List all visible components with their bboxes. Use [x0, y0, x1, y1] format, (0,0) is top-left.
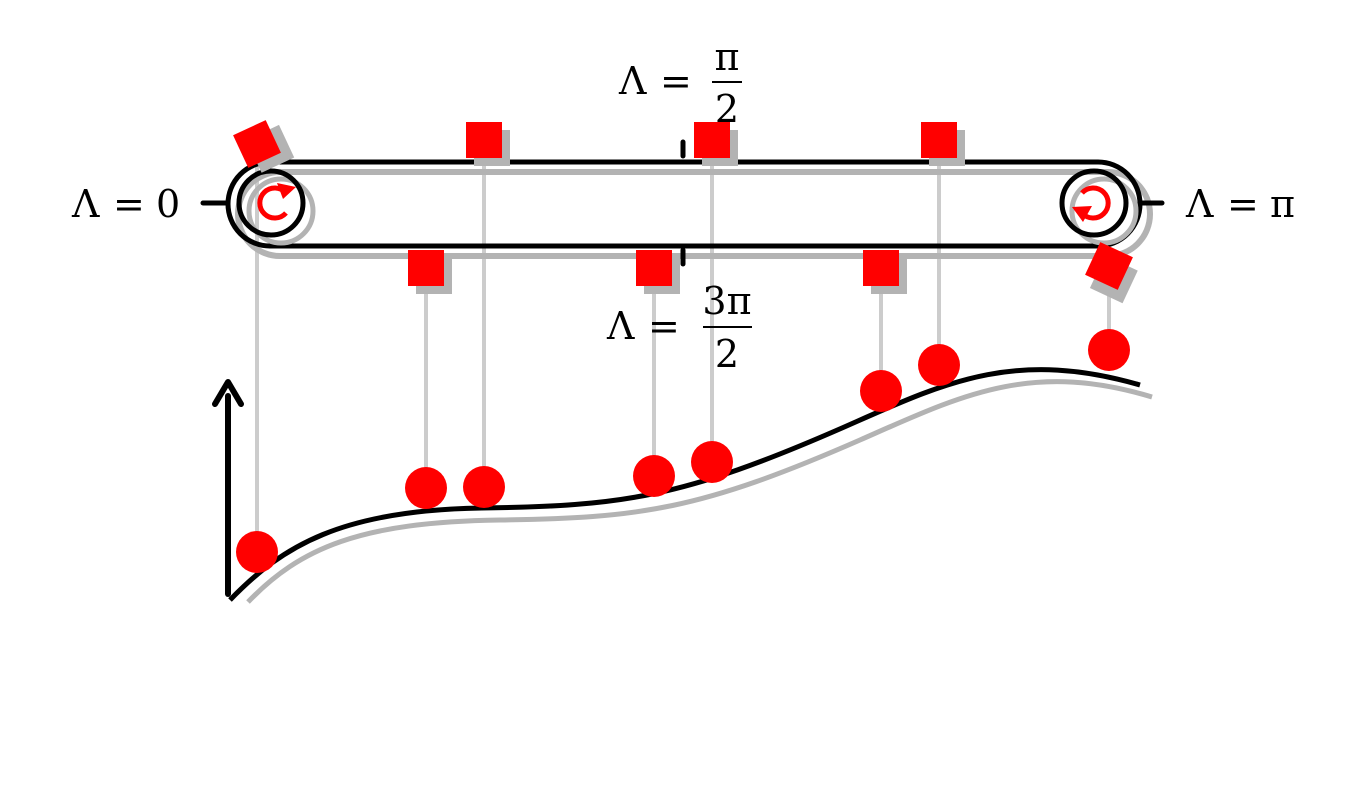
label-equals: =	[113, 182, 145, 226]
curve-markers	[236, 329, 1130, 573]
label-denominator: 2	[715, 87, 739, 131]
circular-arrow-icon	[1072, 185, 1111, 222]
label-lambda-pi: Λ = π	[1185, 182, 1295, 226]
label-numerator: π	[715, 35, 740, 79]
label-lambda-three-half-pi: Λ = 3π 2	[606, 279, 752, 376]
curve-marker	[405, 467, 447, 509]
label-lambda-half-pi: Λ = π 2	[618, 35, 742, 131]
belt-marker	[921, 122, 965, 166]
label-lambda-symbol: Λ	[71, 182, 100, 226]
belt-shadow	[235, 169, 1153, 259]
curve-marker	[236, 531, 278, 573]
label-equals: =	[648, 304, 680, 348]
label-lambda-symbol: Λ	[1185, 182, 1214, 226]
axis-arrow	[212, 379, 244, 597]
circular-arrow-icon	[257, 183, 296, 221]
label-value: 0	[156, 182, 180, 226]
curve	[228, 367, 1141, 602]
belt-markers	[233, 120, 1138, 304]
label-equals: =	[1227, 182, 1259, 226]
label-equals: =	[660, 59, 692, 103]
right-pulley	[1059, 168, 1139, 246]
guide-lines	[255, 140, 1111, 552]
label-denominator: 2	[715, 332, 739, 376]
label-lambda-symbol: Λ	[618, 59, 647, 103]
belt-marker	[636, 250, 680, 294]
left-pulley	[236, 168, 316, 246]
belt-marker	[863, 250, 907, 294]
label-lambda-symbol: Λ	[606, 304, 635, 348]
curve-marker	[633, 455, 675, 497]
curve-marker	[860, 370, 902, 412]
curve-marker	[918, 344, 960, 386]
belt-marker	[233, 120, 295, 173]
label-lambda-zero: Λ = 0	[71, 182, 180, 226]
curve-marker	[1088, 329, 1130, 371]
belt-marker	[408, 250, 452, 294]
label-value: π	[1270, 182, 1295, 226]
belt-marker	[694, 122, 738, 166]
conveyor-belt	[200, 139, 1165, 267]
belt-marker	[466, 122, 510, 166]
belt-marker	[1085, 242, 1138, 304]
curve-marker	[463, 466, 505, 508]
curve-marker	[691, 441, 733, 483]
up-arrow-icon	[212, 379, 244, 407]
label-numerator: 3π	[702, 279, 751, 323]
curve-shadow	[246, 379, 1153, 604]
